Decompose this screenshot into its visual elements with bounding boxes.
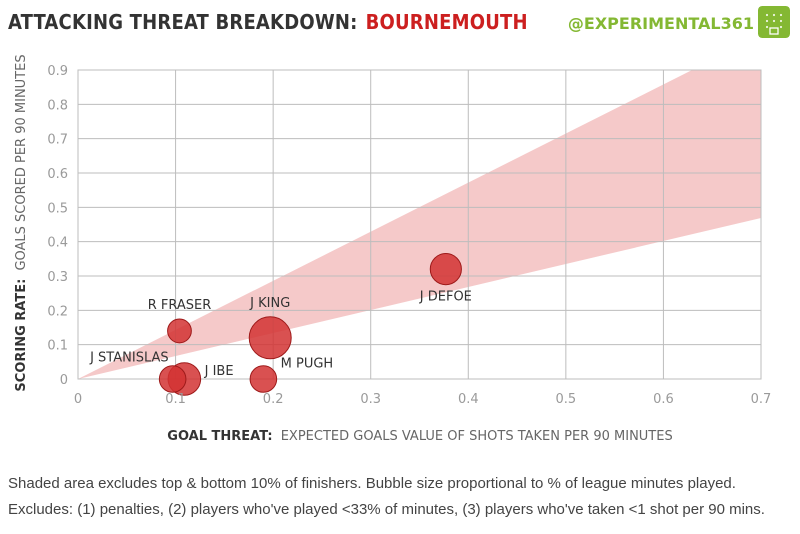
bubble-point <box>158 365 187 393</box>
bubble-point <box>248 316 292 360</box>
footnote-1: Shaded area excludes top & bottom 10% of… <box>8 475 736 492</box>
bubble-series <box>158 253 462 396</box>
bubble-label: M PUGH <box>281 357 334 372</box>
bubble-point <box>167 318 192 344</box>
chart-title: ATTACKING THREAT BREAKDOWN: BOURNEMOUTH <box>8 10 528 34</box>
x-axis-title-bold: GOAL THREAT: <box>167 429 272 444</box>
chart-grid <box>77 69 762 380</box>
x-tick-label: 0.2 <box>263 392 284 407</box>
y-tick-label: 0.8 <box>47 98 68 113</box>
x-tick-label: 0.1 <box>165 392 186 407</box>
bubble-point <box>249 365 278 393</box>
y-tick-label: 0.1 <box>47 339 68 354</box>
bubble-point <box>429 253 462 286</box>
y-axis-title: SCORING RATE: GOALS SCORED PER 90 MINUTE… <box>14 54 29 391</box>
x-tick-label: 0.6 <box>653 392 674 407</box>
y-tick-label: 0.9 <box>47 64 68 79</box>
axis-ticks: 0 0.1 0.2 0.3 0.4 0.5 0.6 0.7 0 0.1 0.2 0.3 0.4 0.5 0.… <box>47 64 771 407</box>
footnote-2: Excludes: (1) penalties, (2) players who… <box>8 501 765 518</box>
bubble-label: J STANISLAS <box>89 351 169 366</box>
bubble-label: J KING <box>249 296 290 311</box>
x-tick-label: 0.5 <box>556 392 577 407</box>
y-tick-label: 0.3 <box>47 270 68 285</box>
finisher-band <box>78 70 761 379</box>
y-tick-label: 0.5 <box>47 201 68 216</box>
x-tick-label: 0.4 <box>458 392 479 407</box>
bubble-label: J DEFOE <box>419 290 472 305</box>
chart-title-lead: ATTACKING THREAT BREAKDOWN: <box>8 10 358 34</box>
y-axis-title-rest: GOALS SCORED PER 90 MINUTES <box>14 54 29 270</box>
x-axis-title: GOAL THREAT: EXPECTED GOALS VALUE OF SHO… <box>167 429 672 444</box>
x-tick-label: 0.7 <box>751 392 772 407</box>
x-tick-label: 0 <box>74 392 82 407</box>
pitch-logo-icon <box>758 6 790 38</box>
finisher-band-area <box>78 70 761 379</box>
bubble-labels: J DEFOE J KING R FRASER J STANISLAS J IBE M P… <box>89 290 472 379</box>
y-tick-label: 0.4 <box>47 236 68 251</box>
y-tick-label: 0.7 <box>47 133 68 148</box>
x-axis-title-rest: EXPECTED GOALS VALUE OF SHOTS TAKEN PER … <box>281 429 673 444</box>
y-tick-label: 0.6 <box>47 167 68 182</box>
y-tick-label: 0.2 <box>47 304 68 319</box>
x-tick-label: 0.3 <box>360 392 381 407</box>
chart-title-team: BOURNEMOUTH <box>365 10 528 34</box>
scatter-chart: J DEFOE J KING R FRASER J STANISLAS J IBE M P… <box>14 54 771 444</box>
twitter-handle: @EXPERIMENTAL361 <box>567 14 754 33</box>
plot-frame <box>77 69 762 380</box>
y-axis-title-bold: SCORING RATE: <box>14 279 29 392</box>
bubble-label: R FRASER <box>148 298 212 313</box>
bubble-label: J IBE <box>204 364 234 379</box>
y-tick-label: 0 <box>60 373 68 388</box>
